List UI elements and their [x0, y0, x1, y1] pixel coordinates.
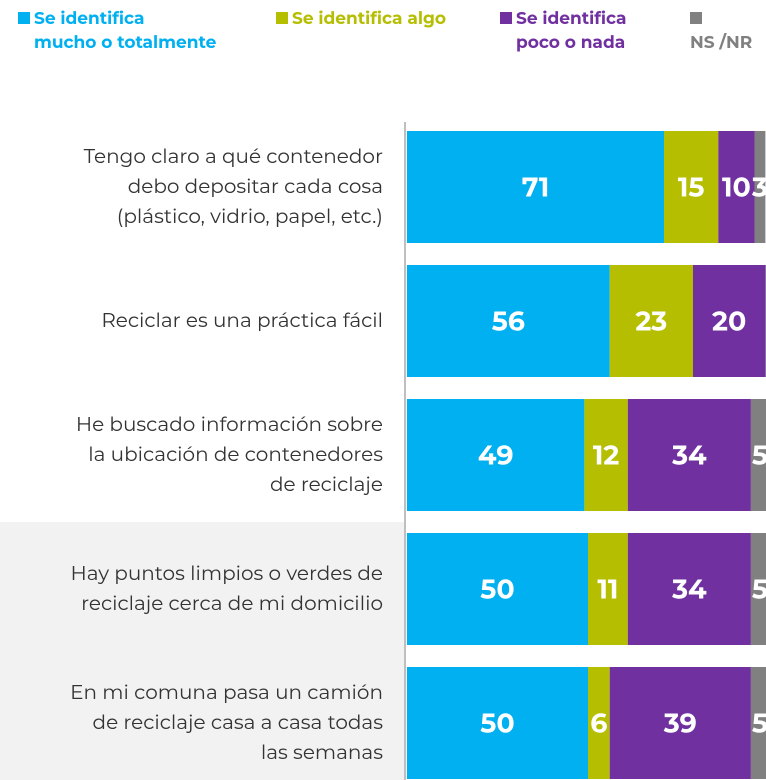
value-label: 71 [522, 170, 550, 203]
value-label: 5 [752, 572, 766, 605]
bar-segment [407, 667, 588, 779]
category-label: He buscado información sobre la ubicació… [75, 413, 383, 497]
legend-label: NS /NR [690, 33, 753, 53]
legend-swatch [18, 12, 30, 24]
value-label: 15 [678, 170, 705, 203]
bar-segment [407, 399, 585, 511]
value-label: 5 [752, 438, 766, 471]
bar-segment [588, 667, 610, 779]
category-label: Hay puntos limpios o verdes de reciclaje… [70, 562, 383, 616]
value-label: 49 [478, 438, 514, 471]
value-label: 5 [752, 706, 766, 739]
row-shade [0, 522, 405, 780]
legend-swatch [276, 12, 288, 24]
value-label: 12 [593, 438, 620, 471]
legend-item: Se identifica poco o nada [500, 7, 627, 55]
value-label: 6 [590, 706, 607, 739]
legend-label: Se identifica algo [292, 9, 446, 29]
bar-segment [609, 667, 751, 779]
legend-item: NS /NR [690, 7, 766, 55]
value-label: 39 [663, 706, 697, 739]
value-label: 10 [722, 170, 751, 203]
value-label: 34 [671, 572, 707, 605]
bar-segment [584, 399, 628, 511]
bar-segment [609, 265, 693, 377]
legend-swatch [690, 12, 702, 24]
legend-label: Se identifica poco o nada [516, 9, 627, 53]
bar-segment [692, 265, 766, 377]
bar-segment [754, 131, 766, 243]
bar-segment [750, 533, 766, 645]
value-label: 3 [751, 170, 766, 203]
value-label: 20 [712, 304, 746, 337]
bar-segment [627, 533, 751, 645]
bar-segment [750, 667, 766, 779]
legend-swatch [500, 12, 512, 24]
bar-segment [407, 131, 665, 243]
bar-segment [588, 533, 628, 645]
bar-segment [627, 399, 751, 511]
legend-label: Se identifica mucho o totalmente [34, 9, 217, 53]
value-label: 11 [597, 572, 618, 605]
value-label: 56 [492, 304, 525, 337]
bar-segment [407, 533, 588, 645]
category-label: Reciclar es una práctica fácil [101, 309, 383, 333]
bar-segment [750, 399, 766, 511]
legend-item: Se identifica mucho o totalmente [18, 7, 216, 55]
bar-segment [407, 265, 610, 377]
value-label: 23 [635, 304, 667, 337]
value-label: 50 [480, 572, 514, 605]
category-label: Tengo claro a qué contenedor debo deposi… [83, 145, 383, 229]
legend-item: Se identifica algo [276, 7, 446, 31]
category-label: En mi comuna pasa un camión de reciclaje… [70, 681, 383, 765]
value-label: 50 [480, 706, 514, 739]
bar-segment [664, 131, 719, 243]
value-label: 34 [671, 438, 707, 471]
bar-segment [718, 131, 755, 243]
